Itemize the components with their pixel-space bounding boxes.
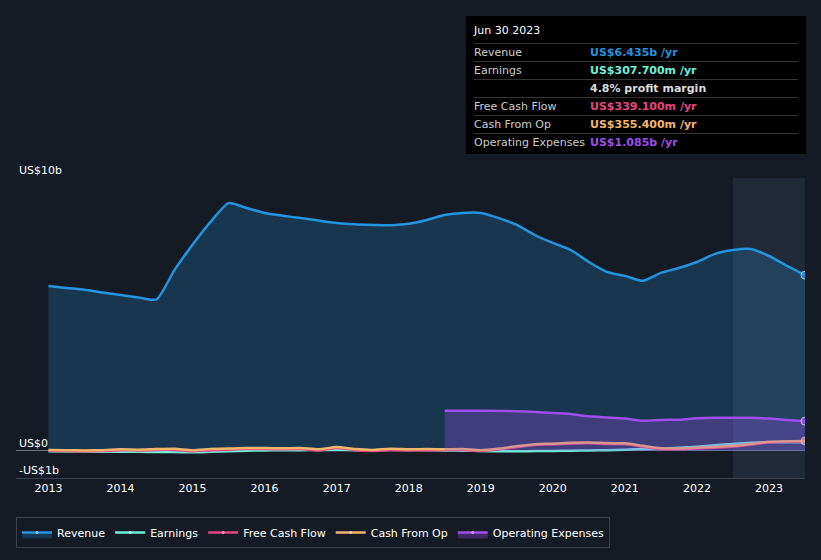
svg-text:-US$1b: -US$1b [19, 464, 59, 477]
svg-text:Free Cash Flow: Free Cash Flow [243, 527, 326, 540]
svg-text:2022: 2022 [683, 482, 711, 495]
svg-text:2017: 2017 [323, 482, 351, 495]
html-text:Free Cash Flow: Free Cash Flow [474, 100, 557, 113]
svg-text:2013: 2013 [34, 482, 62, 495]
html-text:Operating Expenses: Operating Expenses [474, 136, 585, 149]
html-text:4.8% profit margin: 4.8% profit margin [590, 82, 707, 95]
svg-text:US$10b: US$10b [19, 164, 62, 177]
svg-text:Operating Expenses: Operating Expenses [493, 527, 604, 540]
svg-text:2021: 2021 [611, 482, 639, 495]
html-text:US$1.085b /yr: US$1.085b /yr [590, 136, 678, 149]
html-text:Earnings: Earnings [474, 64, 522, 77]
svg-text:2016: 2016 [251, 482, 279, 495]
html-text:US$6.435b /yr: US$6.435b /yr [590, 46, 678, 59]
html-text:Revenue: Revenue [474, 46, 522, 59]
svg-text:2020: 2020 [539, 482, 567, 495]
html-text:Jun 30 2023: Jun 30 2023 [474, 24, 541, 37]
html-text:US$307.700m /yr: US$307.700m /yr [590, 64, 697, 77]
html-text:Cash From Op: Cash From Op [474, 118, 551, 131]
svg-text:2015: 2015 [179, 482, 207, 495]
svg-text:2019: 2019 [467, 482, 495, 495]
svg-text:2014: 2014 [106, 482, 134, 495]
html-text:US$339.100m /yr: US$339.100m /yr [590, 100, 697, 113]
svg-text:2018: 2018 [395, 482, 423, 495]
svg-text:US$0: US$0 [19, 437, 48, 450]
svg-text:2023: 2023 [755, 482, 783, 495]
svg-text:Cash From Op: Cash From Op [371, 527, 448, 540]
svg-text:Earnings: Earnings [150, 527, 198, 540]
svg-text:Revenue: Revenue [57, 527, 105, 540]
html-text:US$355.400m /yr: US$355.400m /yr [590, 118, 697, 131]
